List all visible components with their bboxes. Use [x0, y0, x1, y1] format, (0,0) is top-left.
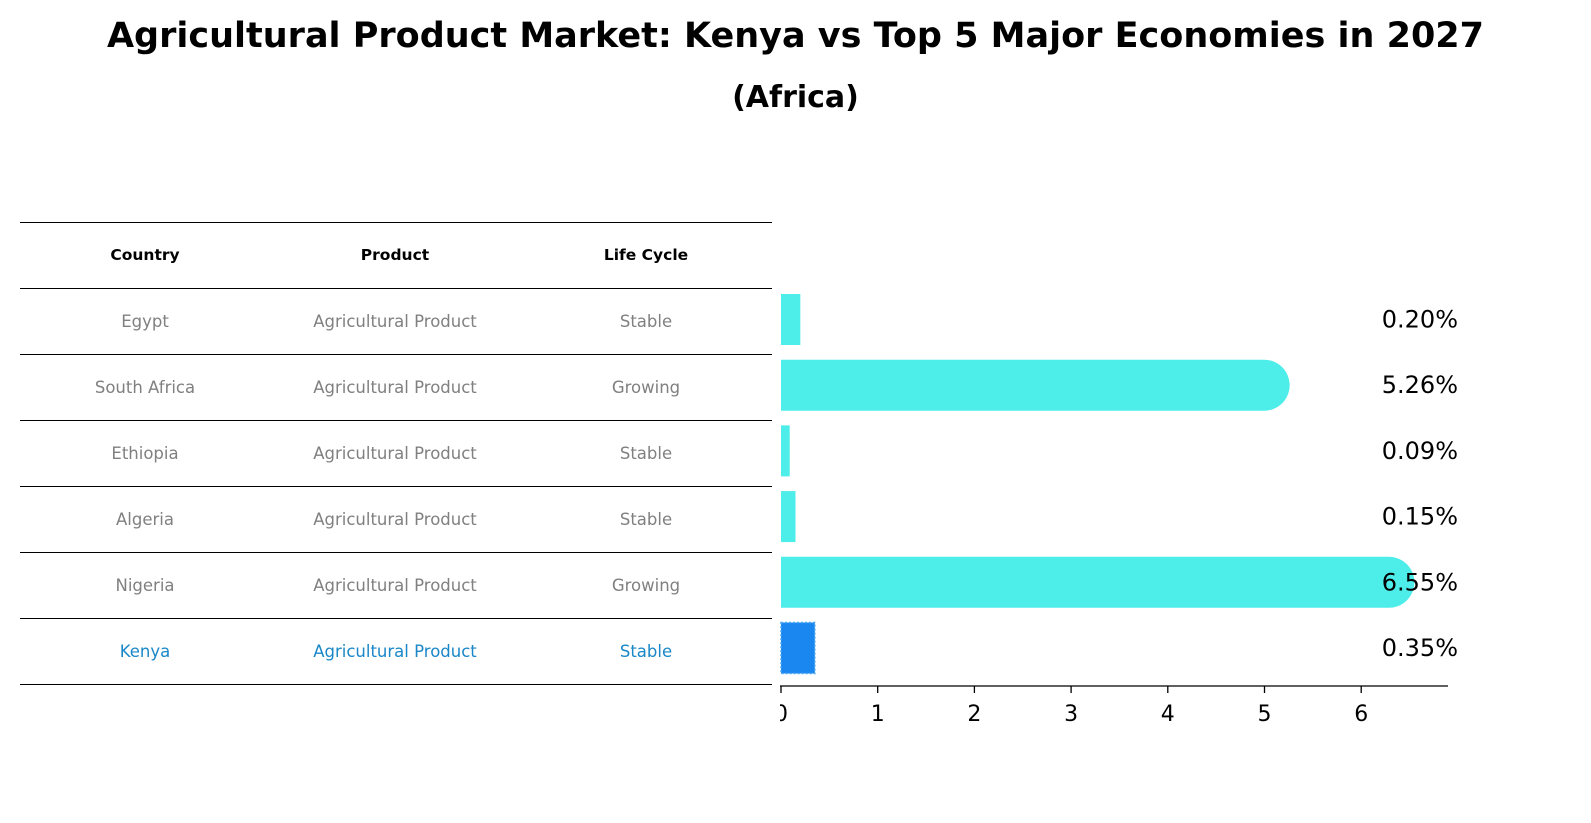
- header-life-cycle: Life Cycle: [603, 246, 689, 264]
- table-rule: [20, 618, 772, 619]
- table-rule: [20, 354, 772, 355]
- x-tick-label: 3: [1064, 702, 1078, 727]
- table-row: Algeria Agricultural Product Stable: [20, 486, 772, 552]
- value-label: 6.55%: [1382, 568, 1458, 596]
- chart-title: Agricultural Product Market: Kenya vs To…: [106, 16, 1485, 56]
- table-header-row: Country Product Life Cycle: [20, 222, 772, 288]
- x-tick-label: 1: [871, 702, 885, 727]
- product-cell: Agricultural Product: [313, 443, 477, 463]
- bar-chart: 0.20% 5.26% 0.09% 0.15% 6.55% 0.35% 0 1 2 3 4 5 6: [780, 294, 1458, 727]
- value-label: 0.20%: [1382, 306, 1458, 334]
- x-tick-label: 4: [1161, 702, 1175, 727]
- x-tick-label: 0: [780, 702, 788, 727]
- table-row: Egypt Agricultural Product Stable: [20, 288, 772, 354]
- country-cell: Kenya: [119, 641, 171, 661]
- table-row: South Africa Agricultural Product Growing: [20, 354, 772, 420]
- product-cell: Agricultural Product: [313, 377, 477, 397]
- country-cell: South Africa: [94, 377, 196, 397]
- chart-subtitle: (Africa): [732, 80, 859, 115]
- x-tick-label: 2: [967, 702, 981, 727]
- life-cycle-cell: Growing: [611, 377, 681, 397]
- table-row: Nigeria Agricultural Product Growing: [20, 552, 772, 618]
- header-product: Product: [360, 246, 430, 264]
- country-cell: Nigeria: [115, 575, 175, 595]
- country-cell: Egypt: [121, 311, 169, 331]
- table-rule: [20, 684, 772, 685]
- bar-nigeria: [781, 556, 1415, 608]
- value-label: 0.09%: [1382, 437, 1458, 465]
- country-cell: Ethiopia: [111, 443, 179, 463]
- value-label: 0.15%: [1382, 503, 1458, 531]
- table-rule: [20, 222, 772, 223]
- product-cell: Agricultural Product: [313, 641, 477, 661]
- table-row: Kenya Agricultural Product Stable: [20, 618, 772, 684]
- table-row: Ethiopia Agricultural Product Stable: [20, 420, 772, 486]
- table-rule: [20, 288, 772, 289]
- table-rule: [20, 486, 772, 487]
- product-cell: Agricultural Product: [313, 509, 477, 529]
- table-rule: [20, 420, 772, 421]
- life-cycle-cell: Growing: [611, 575, 681, 595]
- bar-south-africa: [781, 359, 1290, 411]
- life-cycle-cell: Stable: [619, 641, 673, 661]
- table-rule: [20, 552, 772, 553]
- life-cycle-cell: Stable: [619, 509, 673, 529]
- bar-egypt: [781, 294, 801, 345]
- product-cell: Agricultural Product: [313, 575, 477, 595]
- value-label: 0.35%: [1382, 634, 1458, 662]
- x-tick-label: 6: [1354, 702, 1368, 727]
- product-cell: Agricultural Product: [313, 311, 477, 331]
- bar-ethiopia: [781, 425, 790, 477]
- life-cycle-cell: Stable: [619, 311, 673, 331]
- bar-algeria: [781, 491, 796, 543]
- value-label: 5.26%: [1382, 371, 1458, 399]
- header-country: Country: [110, 246, 180, 264]
- life-cycle-cell: Stable: [619, 443, 673, 463]
- x-tick-label: 5: [1258, 702, 1272, 727]
- bar-kenya: [780, 621, 816, 675]
- country-cell: Algeria: [116, 509, 174, 529]
